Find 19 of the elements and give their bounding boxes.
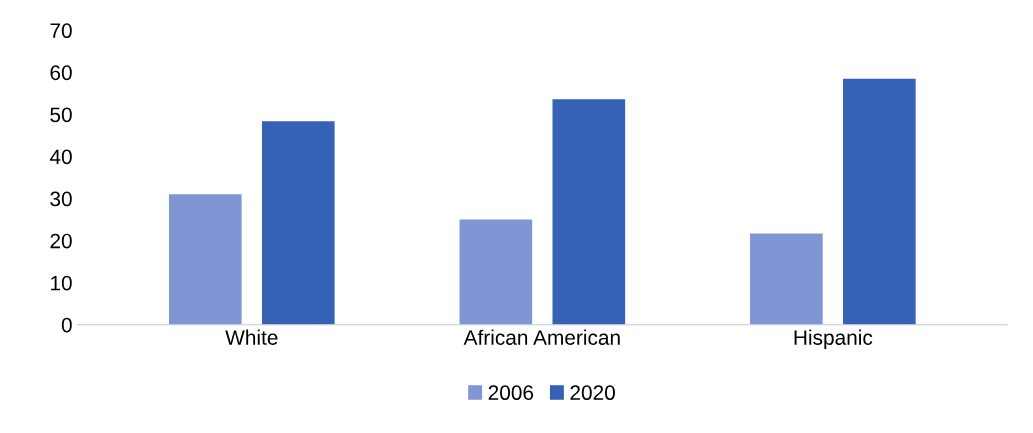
bar	[168, 194, 242, 325]
bar	[843, 78, 916, 325]
bar	[750, 233, 823, 325]
bar	[261, 121, 335, 325]
bar	[459, 219, 533, 325]
legend-label: 2006	[488, 385, 534, 401]
y-tick-label: 50	[50, 107, 72, 123]
y-tick-label: 40	[49, 149, 72, 165]
y-tick-label: 20	[50, 233, 72, 249]
y-tick-label: 10	[51, 275, 72, 291]
x-tick-label: African American	[463, 329, 620, 345]
x-tick-label: White	[225, 329, 278, 345]
x-tick-label: Hispanic	[794, 329, 873, 350]
y-tick-label: 70	[50, 23, 72, 39]
legend-label: 2020	[570, 385, 615, 401]
bar	[552, 99, 626, 325]
y-tick-label: 30	[50, 191, 72, 207]
y-tick-label: 0	[61, 317, 72, 333]
y-tick-label: 60	[50, 65, 72, 81]
